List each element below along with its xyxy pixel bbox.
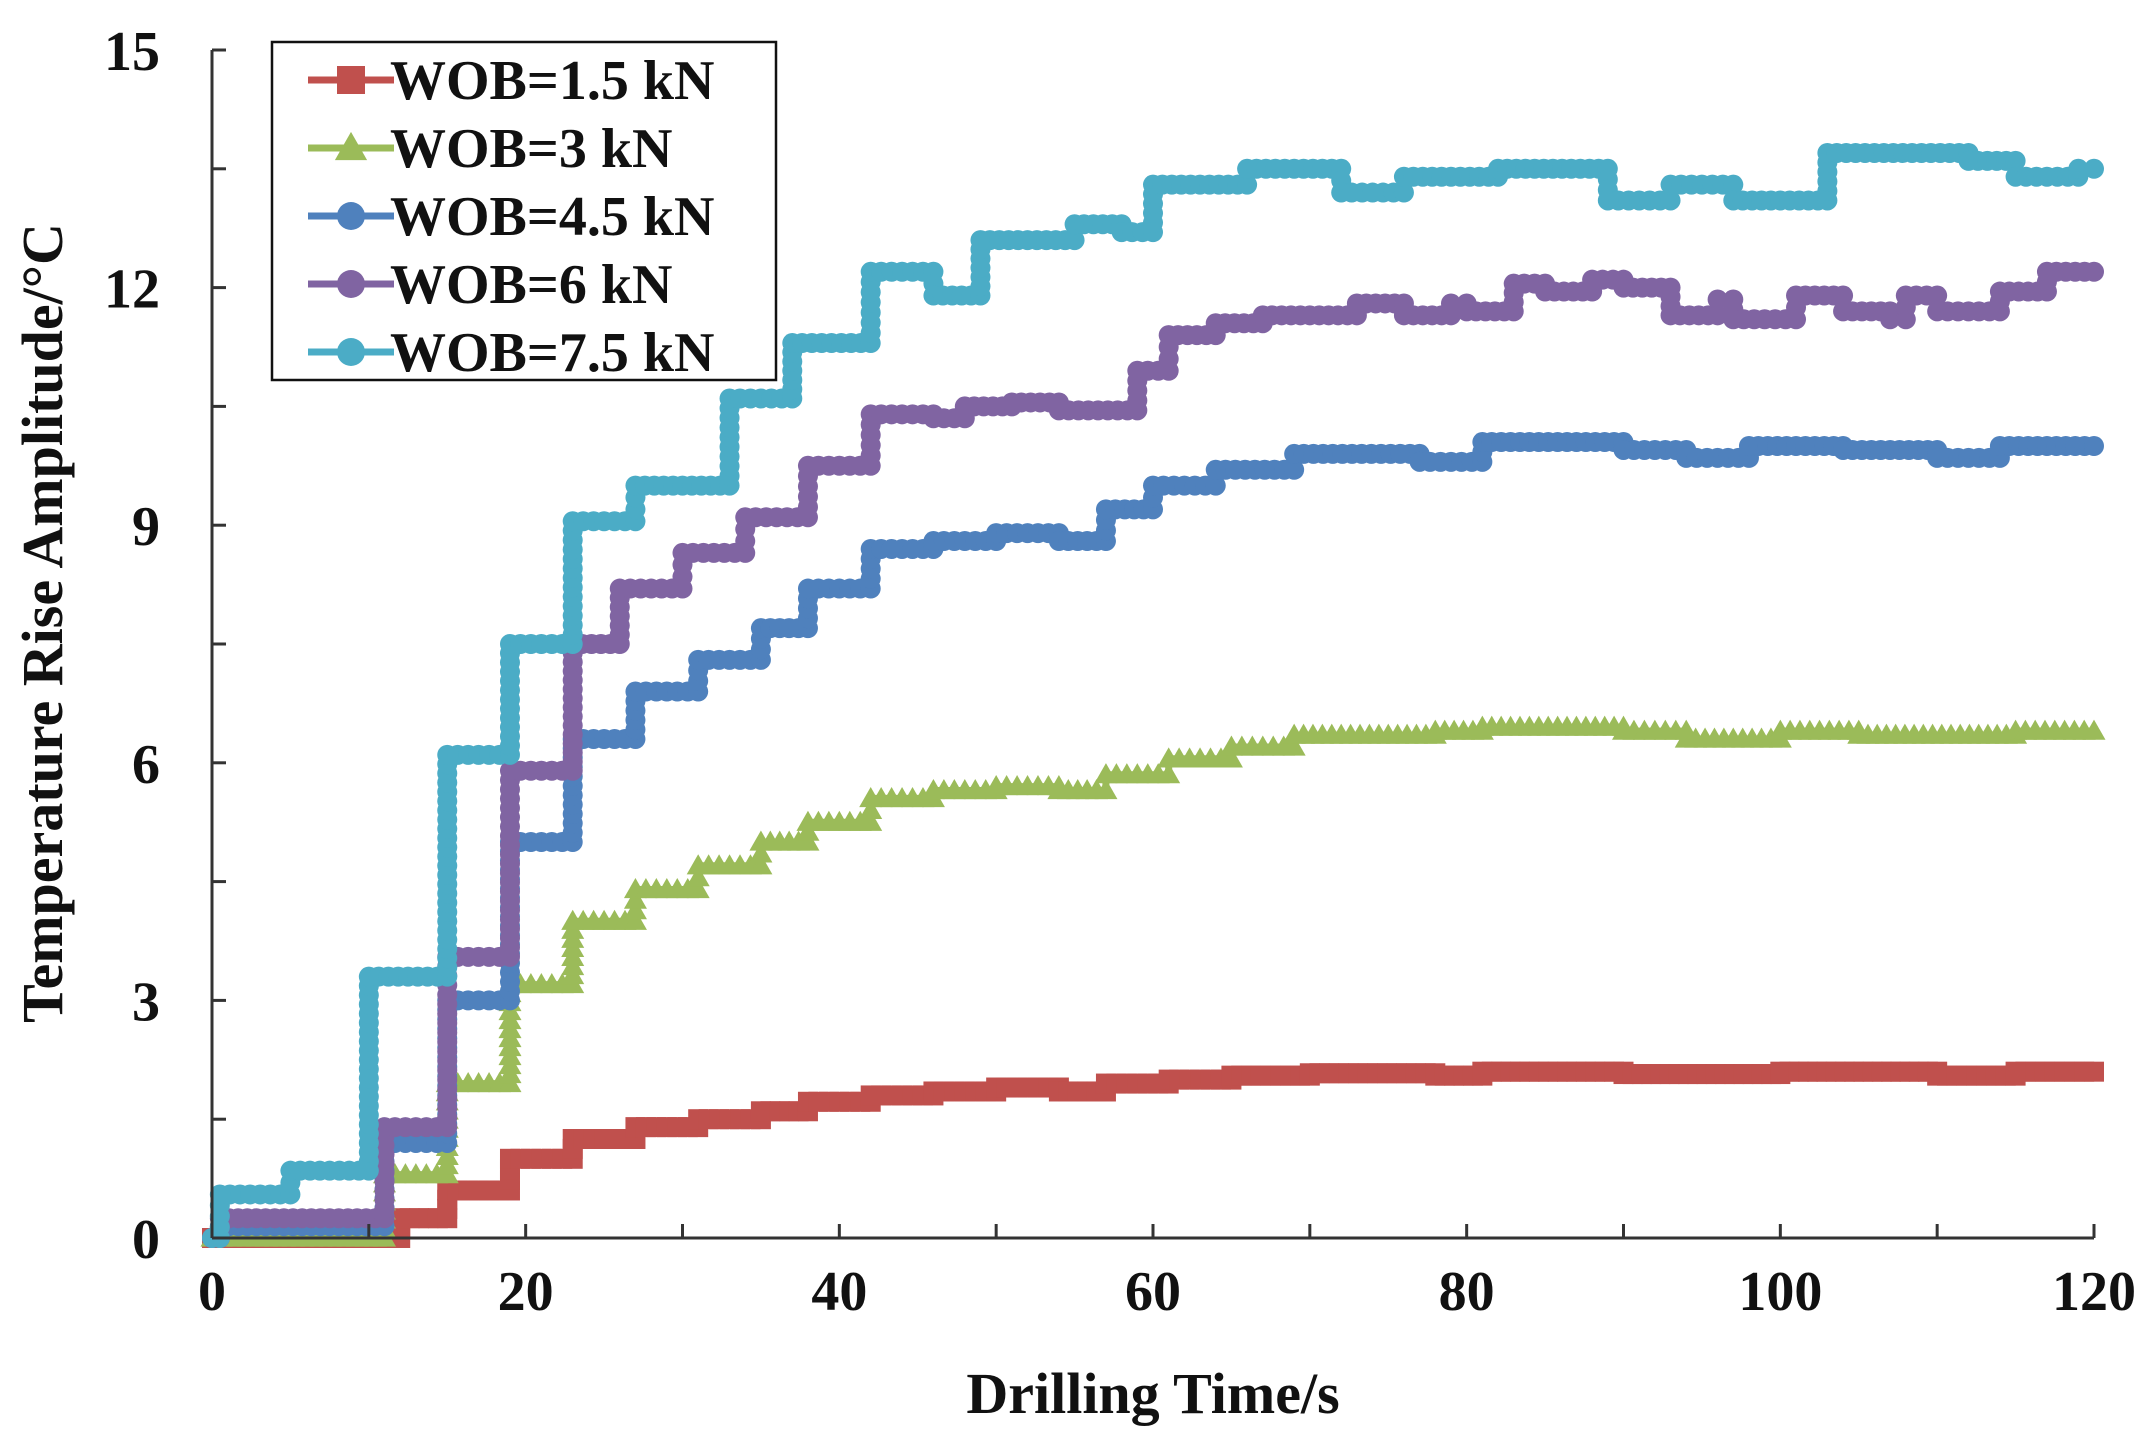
x-tick-label: 20 [498, 1261, 554, 1323]
data-point [2084, 158, 2104, 179]
x-tick-label: 0 [198, 1261, 226, 1323]
x-tick-label: 100 [1738, 1261, 1822, 1323]
series-4 [202, 261, 2104, 1248]
axes: 0 20 40 60 80 100 120 0 3 6 9 12 15 [104, 21, 2136, 1323]
y-tick-label: 9 [132, 496, 160, 558]
legend-marker [337, 270, 365, 298]
data-point [749, 842, 773, 863]
series-line [212, 723, 2094, 1242]
data-point [2084, 436, 2104, 456]
data-point [1723, 174, 1744, 195]
data-point [686, 866, 710, 887]
data-point [623, 899, 647, 920]
legend-item: WOB=6 kN [308, 254, 672, 316]
y-axis-title: Temperature Rise Amplitude/°C [10, 223, 75, 1023]
x-tick-label: 40 [811, 1261, 867, 1323]
legend-item: WOB=4.5 kN [308, 186, 714, 248]
data-point [2084, 1061, 2104, 1082]
data-point [2082, 719, 2106, 740]
legend-label: WOB=7.5 kN [390, 322, 714, 384]
x-tick-label: 80 [1439, 1261, 1495, 1323]
data-point [623, 909, 647, 930]
data-point [623, 888, 647, 909]
series-2 [200, 715, 2106, 1247]
y-tick-label: 0 [132, 1209, 160, 1271]
series-line [212, 1068, 2094, 1242]
data-point [1707, 305, 1728, 326]
legend-marker [337, 66, 365, 94]
data-point [686, 878, 710, 899]
data-point [1393, 182, 1414, 203]
legend-label: WOB=6 kN [390, 254, 672, 316]
data-point [1205, 475, 1226, 496]
legend-marker [337, 202, 365, 230]
series-5 [202, 142, 2104, 1248]
legend-label: WOB=4.5 kN [390, 186, 714, 248]
data-point [1219, 747, 1243, 768]
data-point [2084, 261, 2104, 282]
data-point [1157, 763, 1181, 784]
data-point [1064, 230, 1085, 251]
data-point [859, 810, 883, 831]
legend-item: WOB=7.5 kN [308, 322, 714, 384]
data-point [1927, 285, 1948, 306]
data-point [1660, 190, 1681, 211]
x-tick-label: 60 [1125, 1261, 1181, 1323]
legend-label: WOB=3 kN [390, 118, 672, 180]
legend-item: WOB=1.5 kN [308, 50, 714, 112]
series-line [212, 438, 2094, 1242]
data-point [1707, 289, 1728, 310]
legend-marker [334, 131, 368, 161]
data-point [1282, 735, 1306, 756]
data-point [1440, 293, 1461, 314]
legend-label: WOB=1.5 kN [390, 50, 714, 112]
plot-area [200, 142, 2106, 1248]
series-3 [202, 432, 2104, 1248]
data-point [749, 854, 773, 875]
y-tick-label: 12 [104, 259, 160, 321]
data-point [1880, 309, 1901, 330]
data-point [2005, 150, 2026, 171]
data-point [859, 798, 883, 819]
y-tick-label: 15 [104, 21, 160, 83]
y-tick-label: 6 [132, 734, 160, 796]
y-tick-label: 3 [132, 971, 160, 1033]
x-axis-title: Drilling Time/s [966, 1361, 1339, 1426]
data-point [1237, 174, 1258, 195]
legend-item: WOB=3 kN [308, 118, 672, 180]
legend-marker [337, 338, 365, 366]
data-point [1833, 285, 1854, 306]
x-tick-label: 120 [2052, 1261, 2136, 1323]
data-point [2068, 158, 2089, 179]
data-point [1094, 779, 1118, 800]
data-point [1284, 459, 1305, 480]
